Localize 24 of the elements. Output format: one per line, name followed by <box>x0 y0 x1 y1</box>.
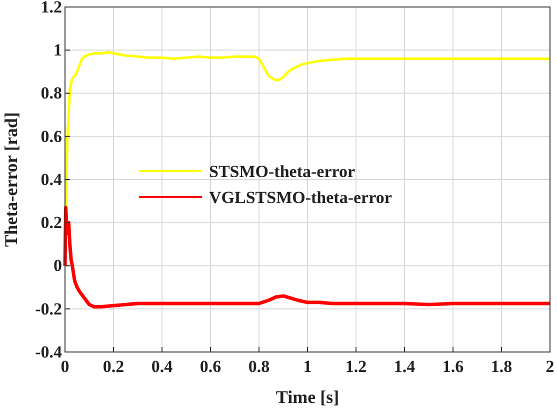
y-tick-label: 1.2 <box>40 0 62 16</box>
y-tick-label: 1 <box>54 40 62 60</box>
x-tick-label: 2 <box>546 357 554 376</box>
y-tick-label: -0.4 <box>35 342 62 362</box>
x-tick-label: 1.6 <box>442 357 464 376</box>
x-tick-label: 1 <box>303 357 312 376</box>
x-tick-label: 0.4 <box>151 357 174 376</box>
x-tick-label: 0.6 <box>200 357 222 376</box>
x-tick-label: 1.8 <box>490 357 512 376</box>
legend-label: VGLSTSMO-theta-error <box>209 188 392 207</box>
x-tick-label: 1.4 <box>394 357 416 376</box>
y-tick-label: -0.2 <box>35 299 62 318</box>
x-tick-label: 1.2 <box>345 357 367 376</box>
legend-label: STSMO-theta-error <box>209 162 356 181</box>
y-axis-title: Theta-error [rad] <box>1 112 21 247</box>
line-series <box>63 206 552 308</box>
x-tick-label: 0.8 <box>248 357 270 376</box>
y-tick-label: 0.6 <box>40 126 62 146</box>
y-tick-label: 0.8 <box>40 84 62 103</box>
x-axis-title: Time [s] <box>276 387 340 407</box>
y-tick-label: 0.2 <box>40 213 62 232</box>
y-tick-label: 0.4 <box>40 170 62 189</box>
y-tick-label: 0 <box>54 256 62 276</box>
x-tick-label: 0.2 <box>102 357 124 376</box>
